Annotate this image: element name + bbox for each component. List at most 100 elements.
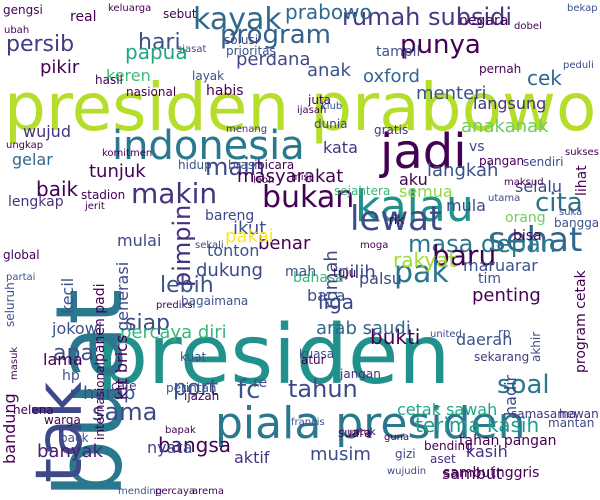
cloud-word: inggris [492, 465, 540, 481]
cloud-word: atur [301, 353, 326, 367]
cloud-word: musim [310, 444, 371, 465]
cloud-word: gengsi [3, 3, 43, 17]
cloud-word: perintah [166, 381, 217, 395]
cloud-word: bangga [554, 216, 600, 230]
cloud-word: pakai [225, 226, 274, 247]
cloud-word: aktif [234, 448, 270, 467]
cloud-word: bahasa [293, 270, 344, 286]
cloud-word: hewan [559, 407, 599, 421]
cloud-word: prabowo [285, 0, 372, 24]
cloud-word: jokowi [52, 319, 103, 338]
cloud-word: kalau [355, 181, 474, 232]
cloud-word: masa depan [408, 230, 557, 258]
cloud-word: bapak [165, 425, 196, 436]
cloud-word: generasi [113, 261, 132, 331]
cloud-word: sekali [195, 240, 224, 251]
cloud-word: pernah [479, 62, 522, 76]
cloud-word: jadi [380, 124, 467, 180]
cloud-word: sukses [565, 147, 599, 158]
cloud-word: ijasah [297, 105, 327, 116]
cloud-word: banyak [37, 441, 103, 462]
cloud-word: ubah [4, 25, 30, 36]
cloud-word: presiden prabowo [4, 69, 597, 146]
cloud-word: gratis [374, 123, 409, 137]
cloud-word: menang [226, 124, 268, 135]
cloud-word: masyarakat [237, 166, 344, 187]
cloud-word: arema [192, 486, 225, 497]
cloud-word: dukung [196, 260, 263, 281]
cloud-word: stadion [81, 188, 126, 202]
cloud-word: sekarang [474, 350, 530, 364]
cloud-word: program [220, 20, 331, 50]
cloud-word: dobel [514, 21, 542, 32]
cloud-word: bagaimana [181, 294, 249, 308]
cloud-word: sama [92, 398, 158, 426]
cloud-word: panen padi [92, 283, 108, 362]
cloud-word: komitmen [102, 148, 153, 159]
cloud-word: hasil [95, 73, 123, 87]
cloud-word: maksud [504, 177, 544, 188]
cloud-word: klub [321, 101, 343, 112]
cloud-word: bangsa [158, 433, 231, 457]
cloud-word: sambut [442, 464, 503, 483]
cloud-word: tunjuk [89, 161, 146, 182]
cloud-word: juta [308, 93, 331, 107]
cloud-word: leon [253, 175, 275, 186]
cloud-word: hp [62, 368, 80, 384]
cloud-word: punya [400, 30, 481, 60]
cloud-word: liga [318, 290, 355, 314]
cloud-word: sendiri [523, 155, 564, 169]
cloud-word: bareng [205, 208, 255, 224]
cloud-word: fc [237, 375, 261, 405]
cloud-word: bicara [257, 158, 295, 172]
cloud-word: prioritas [226, 44, 276, 58]
cloud-word: mantan [548, 416, 595, 430]
cloud-word: akhir [529, 331, 543, 362]
cloud-word: prediksi [156, 300, 196, 311]
cloud-word: united [430, 329, 462, 340]
cloud-word: bukti [370, 325, 421, 349]
cloud-word: ijazah [184, 389, 220, 403]
cloud-word: soal [497, 370, 550, 400]
cloud-word: aku [399, 170, 428, 189]
cloud-word: langkah [427, 160, 499, 181]
cloud-word: bukan [262, 180, 355, 215]
cloud-word: dunia [314, 117, 348, 131]
cloud-word: guna [384, 432, 410, 443]
cloud-word: rik [389, 213, 405, 227]
cloud-word: sehat [488, 220, 583, 260]
cloud-word: real [70, 9, 97, 25]
cloud-word: wujudin [387, 466, 427, 477]
cloud-word: tonton [207, 241, 260, 260]
cloud-word: tahun [288, 375, 358, 403]
cloud-word: jangan [340, 367, 381, 381]
cloud-word: internasional [93, 362, 107, 440]
cloud-word: suka [559, 207, 583, 218]
cloud-word: mula [446, 196, 486, 215]
cloud-word: moga [360, 240, 389, 251]
cloud-word: masuk [9, 346, 20, 380]
cloud-word: solusi [224, 33, 259, 47]
cloud-word: tim [478, 271, 502, 287]
cloud-word: indonesia [112, 123, 305, 169]
cloud-word: mulai [117, 231, 162, 250]
cloud-word: kuat [180, 350, 207, 364]
cloud-word: piala presiden [215, 398, 526, 449]
cloud-word: bending [424, 439, 473, 453]
cloud-word: untuk [347, 427, 376, 438]
cloud-word: rumah subsidi [342, 3, 513, 31]
cloud-word: kecil [58, 277, 77, 314]
cloud-word: kuasa [299, 347, 335, 361]
cloud-word: percaya diri [120, 322, 227, 343]
cloud-word: kayak [193, 2, 282, 37]
cloud-word: samasama [511, 407, 577, 421]
cloud-word: pimpin [168, 204, 196, 287]
cloud-word: keluarga [108, 3, 152, 14]
cloud-word: hari [138, 30, 181, 55]
cloud-word: kasih [466, 442, 508, 461]
cloud-word: semua [399, 182, 453, 201]
cloud-word: hidup [178, 158, 212, 172]
cloud-word: helena [13, 403, 54, 417]
cloud-word: cek [527, 66, 562, 90]
